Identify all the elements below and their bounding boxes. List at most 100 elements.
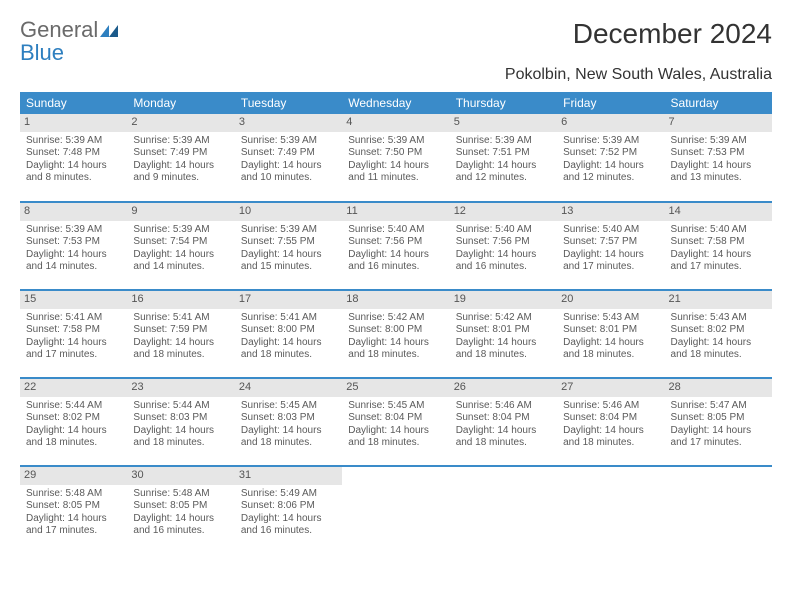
day-info: Sunrise: 5:41 AMSunset: 7:59 PMDaylight:… [133, 312, 228, 362]
calendar-cell: 8Sunrise: 5:39 AMSunset: 7:53 PMDaylight… [20, 202, 127, 290]
calendar-cell: 29Sunrise: 5:48 AMSunset: 8:05 PMDayligh… [20, 466, 127, 554]
day-number: 21 [665, 291, 772, 309]
calendar-cell: 4Sunrise: 5:39 AMSunset: 7:50 PMDaylight… [342, 114, 449, 202]
day-number: 9 [127, 203, 234, 221]
day-info: Sunrise: 5:46 AMSunset: 8:04 PMDaylight:… [563, 400, 658, 450]
brand-text: General Blue [20, 18, 118, 64]
weekday-header: Tuesday [235, 92, 342, 114]
day-info: Sunrise: 5:39 AMSunset: 7:52 PMDaylight:… [563, 135, 658, 185]
day-sunset: Sunset: 8:04 PM [563, 412, 658, 425]
day-d2: and 17 minutes. [26, 525, 121, 538]
day-d2: and 18 minutes. [133, 349, 228, 362]
calendar-cell: 31Sunrise: 5:49 AMSunset: 8:06 PMDayligh… [235, 466, 342, 554]
day-sunset: Sunset: 7:56 PM [456, 236, 551, 249]
day-sunrise: Sunrise: 5:41 AM [26, 312, 121, 325]
day-sunrise: Sunrise: 5:39 AM [563, 135, 658, 148]
day-d1: Daylight: 14 hours [133, 513, 228, 526]
day-d1: Daylight: 14 hours [26, 425, 121, 438]
day-sunrise: Sunrise: 5:42 AM [348, 312, 443, 325]
day-sunset: Sunset: 8:00 PM [241, 324, 336, 337]
day-d1: Daylight: 14 hours [671, 160, 766, 173]
calendar-cell: 6Sunrise: 5:39 AMSunset: 7:52 PMDaylight… [557, 114, 664, 202]
calendar-cell: 18Sunrise: 5:42 AMSunset: 8:00 PMDayligh… [342, 290, 449, 378]
day-sunset: Sunset: 7:48 PM [26, 147, 121, 160]
day-d2: and 18 minutes. [563, 437, 658, 450]
day-number: 5 [450, 114, 557, 132]
calendar-cell [450, 466, 557, 554]
day-sunset: Sunset: 8:03 PM [133, 412, 228, 425]
calendar-cell: 11Sunrise: 5:40 AMSunset: 7:56 PMDayligh… [342, 202, 449, 290]
day-sunset: Sunset: 8:04 PM [456, 412, 551, 425]
day-sunset: Sunset: 8:05 PM [133, 500, 228, 513]
calendar-cell: 12Sunrise: 5:40 AMSunset: 7:56 PMDayligh… [450, 202, 557, 290]
calendar-cell: 25Sunrise: 5:45 AMSunset: 8:04 PMDayligh… [342, 378, 449, 466]
day-d1: Daylight: 14 hours [241, 513, 336, 526]
day-sunrise: Sunrise: 5:46 AM [563, 400, 658, 413]
calendar-row: 22Sunrise: 5:44 AMSunset: 8:02 PMDayligh… [20, 378, 772, 466]
day-d2: and 18 minutes. [348, 437, 443, 450]
day-sunrise: Sunrise: 5:43 AM [563, 312, 658, 325]
day-d1: Daylight: 14 hours [671, 425, 766, 438]
day-d1: Daylight: 14 hours [348, 249, 443, 262]
day-d2: and 17 minutes. [671, 261, 766, 274]
day-sunrise: Sunrise: 5:40 AM [563, 224, 658, 237]
day-sunrise: Sunrise: 5:44 AM [133, 400, 228, 413]
day-sunset: Sunset: 8:05 PM [26, 500, 121, 513]
day-sunset: Sunset: 7:52 PM [563, 147, 658, 160]
day-info: Sunrise: 5:43 AMSunset: 8:01 PMDaylight:… [563, 312, 658, 362]
day-info: Sunrise: 5:45 AMSunset: 8:03 PMDaylight:… [241, 400, 336, 450]
weekday-header: Monday [127, 92, 234, 114]
day-d1: Daylight: 14 hours [563, 160, 658, 173]
day-sunset: Sunset: 7:58 PM [26, 324, 121, 337]
day-d1: Daylight: 14 hours [133, 425, 228, 438]
day-d2: and 15 minutes. [241, 261, 336, 274]
calendar-cell [557, 466, 664, 554]
day-number: 25 [342, 379, 449, 397]
day-d2: and 17 minutes. [671, 437, 766, 450]
day-sunrise: Sunrise: 5:48 AM [133, 488, 228, 501]
day-sunrise: Sunrise: 5:39 AM [348, 135, 443, 148]
day-sunset: Sunset: 7:58 PM [671, 236, 766, 249]
day-sunset: Sunset: 8:01 PM [456, 324, 551, 337]
day-number: 13 [557, 203, 664, 221]
day-sunset: Sunset: 8:00 PM [348, 324, 443, 337]
day-d1: Daylight: 14 hours [563, 337, 658, 350]
day-d1: Daylight: 14 hours [26, 337, 121, 350]
day-d1: Daylight: 14 hours [26, 160, 121, 173]
calendar-row: 15Sunrise: 5:41 AMSunset: 7:58 PMDayligh… [20, 290, 772, 378]
calendar-cell: 30Sunrise: 5:48 AMSunset: 8:05 PMDayligh… [127, 466, 234, 554]
weekday-header: Saturday [665, 92, 772, 114]
day-info: Sunrise: 5:46 AMSunset: 8:04 PMDaylight:… [456, 400, 551, 450]
day-number: 17 [235, 291, 342, 309]
day-d2: and 12 minutes. [456, 172, 551, 185]
calendar-cell: 14Sunrise: 5:40 AMSunset: 7:58 PMDayligh… [665, 202, 772, 290]
day-info: Sunrise: 5:40 AMSunset: 7:57 PMDaylight:… [563, 224, 658, 274]
day-d1: Daylight: 14 hours [563, 249, 658, 262]
day-number: 22 [20, 379, 127, 397]
day-sunrise: Sunrise: 5:40 AM [671, 224, 766, 237]
logo-mark-icon [100, 17, 118, 42]
day-number: 1 [20, 114, 127, 132]
day-d1: Daylight: 14 hours [133, 160, 228, 173]
day-d1: Daylight: 14 hours [456, 249, 551, 262]
calendar-cell: 20Sunrise: 5:43 AMSunset: 8:01 PMDayligh… [557, 290, 664, 378]
day-info: Sunrise: 5:39 AMSunset: 7:50 PMDaylight:… [348, 135, 443, 185]
day-number: 15 [20, 291, 127, 309]
day-info: Sunrise: 5:47 AMSunset: 8:05 PMDaylight:… [671, 400, 766, 450]
day-info: Sunrise: 5:40 AMSunset: 7:56 PMDaylight:… [456, 224, 551, 274]
day-d1: Daylight: 14 hours [671, 249, 766, 262]
day-d1: Daylight: 14 hours [26, 249, 121, 262]
calendar-cell: 7Sunrise: 5:39 AMSunset: 7:53 PMDaylight… [665, 114, 772, 202]
page-title: December 2024 [573, 18, 772, 50]
day-sunrise: Sunrise: 5:44 AM [26, 400, 121, 413]
day-d1: Daylight: 14 hours [671, 337, 766, 350]
day-info: Sunrise: 5:48 AMSunset: 8:05 PMDaylight:… [133, 488, 228, 538]
day-sunrise: Sunrise: 5:39 AM [26, 224, 121, 237]
day-number: 2 [127, 114, 234, 132]
day-sunrise: Sunrise: 5:39 AM [671, 135, 766, 148]
day-number: 11 [342, 203, 449, 221]
day-sunset: Sunset: 7:53 PM [671, 147, 766, 160]
day-sunset: Sunset: 7:53 PM [26, 236, 121, 249]
day-info: Sunrise: 5:42 AMSunset: 8:00 PMDaylight:… [348, 312, 443, 362]
day-d2: and 18 minutes. [456, 437, 551, 450]
